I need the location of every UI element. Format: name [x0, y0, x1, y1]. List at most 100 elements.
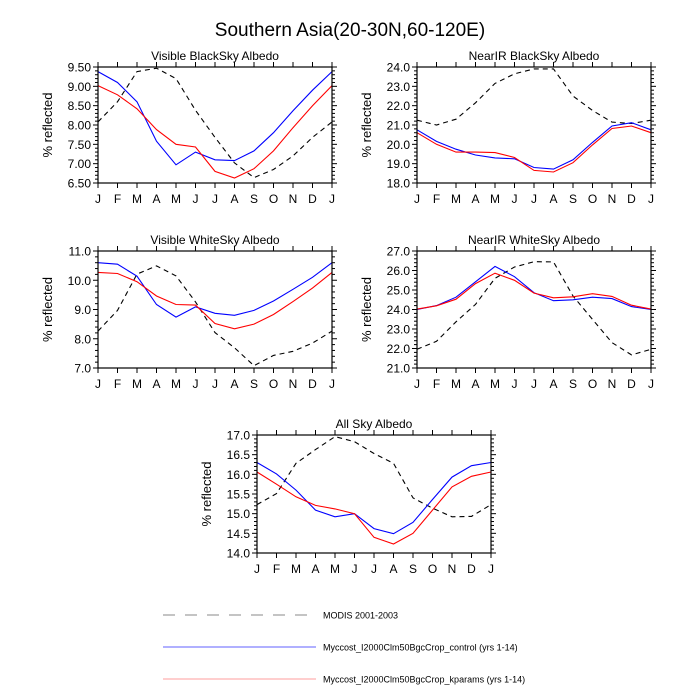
y-axis-label: % reflected	[359, 92, 374, 157]
y-axis-label: % reflected	[40, 277, 55, 342]
legend: MODIS 2001-2003 Myccost_I2000Clm50BgcCrop…	[163, 611, 525, 685]
x-tick-label: A	[152, 377, 160, 391]
y-tick-label: 15.5	[227, 488, 251, 502]
y-tick-label: 23.0	[387, 323, 411, 337]
panel-2: NearIR BlackSky Albedo % reflected 18.0 19.…	[359, 49, 656, 206]
x-tick-label: A	[311, 562, 319, 576]
y-axis-label: % reflected	[359, 277, 374, 342]
y-tick-label: 14.5	[227, 527, 251, 541]
x-tick-label: F	[273, 562, 280, 576]
x-tick-label: O	[269, 377, 278, 391]
y-tick-label: 27.0	[387, 245, 411, 259]
y-tick-label: 11.0	[69, 245, 92, 259]
x-tick-label: J	[193, 192, 199, 206]
legend-label: Myccost_I2000Clm50BgcCrop_control (yrs 1…	[323, 643, 518, 653]
x-tick-label: M	[132, 377, 142, 391]
x-tick-label: D	[467, 562, 476, 576]
x-tick-label: A	[471, 377, 479, 391]
x-tick-label: J	[352, 562, 358, 576]
y-tick-label: 19.0	[387, 157, 411, 171]
y-tick-label: 24.0	[387, 303, 411, 317]
x-tick-label: J	[95, 377, 101, 391]
y-tick-label: 24.0	[387, 61, 411, 75]
y-tick-label: 26.0	[387, 264, 411, 278]
panel-title: NearIR BlackSky Albedo	[469, 49, 600, 63]
y-tick-label: 8.0	[74, 332, 91, 346]
x-tick-label: M	[490, 377, 500, 391]
x-tick-label: O	[588, 192, 597, 206]
x-tick-label: J	[329, 192, 335, 206]
x-tick-label: M	[132, 192, 142, 206]
panel-4: NearIR WhiteSky Albedo % reflected 21.0 22.…	[359, 233, 656, 391]
x-tick-label: J	[531, 192, 537, 206]
y-tick-label: 23.0	[387, 80, 411, 94]
x-tick-label: J	[414, 192, 420, 206]
x-tick-label: D	[627, 377, 636, 391]
x-tick-label: D	[308, 192, 317, 206]
x-tick-label: F	[433, 377, 440, 391]
y-tick-label: 16.0	[227, 468, 251, 482]
x-tick-label: O	[428, 562, 437, 576]
x-tick-label: M	[451, 377, 461, 391]
series-line-kparams	[97, 271, 333, 330]
x-tick-label: N	[289, 377, 298, 391]
x-tick-label: M	[451, 192, 461, 206]
figure-title: Southern Asia(20-30N,60-120E)	[215, 20, 485, 41]
x-tick-label: N	[608, 377, 617, 391]
y-tick-label: 21.0	[387, 119, 411, 133]
y-tick-label: 7.00	[68, 157, 92, 171]
panel-5: All Sky Albedo % reflected 14.0 14.5 15.0 15.…	[199, 417, 496, 576]
series-line-modis	[97, 265, 333, 367]
series-line-kparams	[416, 272, 652, 310]
series-line-kparams	[97, 85, 333, 179]
x-tick-label: F	[433, 192, 440, 206]
x-tick-label: A	[389, 562, 397, 576]
y-tick-label: 20.0	[387, 138, 411, 152]
x-tick-label: J	[95, 192, 101, 206]
x-tick-label: J	[488, 562, 494, 576]
panel-1: Visible BlackSky Albedo % reflected 6.50 7.…	[40, 49, 337, 206]
y-tick-label: 7.0	[74, 362, 91, 376]
x-tick-label: S	[409, 562, 417, 576]
y-axis-label: % reflected	[40, 92, 55, 157]
x-tick-label: J	[371, 562, 377, 576]
x-tick-label: J	[254, 562, 260, 576]
x-tick-label: S	[569, 192, 577, 206]
series-line-modis	[97, 67, 333, 179]
x-tick-label: A	[549, 192, 557, 206]
series-line-control	[97, 262, 333, 318]
panel-title: Visible BlackSky Albedo	[151, 49, 279, 63]
y-tick-label: 9.00	[68, 80, 92, 94]
plot-frame	[97, 250, 333, 369]
x-tick-label: O	[588, 377, 597, 391]
legend-label: Myccost_I2000Clm50BgcCrop_kparams (yrs 1…	[323, 675, 525, 685]
series-line-modis	[256, 436, 492, 518]
x-tick-label: D	[627, 192, 636, 206]
y-tick-label: 15.0	[227, 507, 251, 521]
y-tick-label: 7.50	[68, 138, 92, 152]
x-tick-label: J	[512, 192, 518, 206]
series-line-control	[416, 265, 652, 311]
x-tick-label: A	[152, 192, 160, 206]
x-tick-label: F	[114, 192, 121, 206]
y-tick-label: 8.50	[68, 99, 92, 113]
panel-title: All Sky Albedo	[336, 417, 413, 431]
series-line-control	[256, 461, 492, 535]
series-line-kparams	[256, 471, 492, 545]
panel-title: Visible WhiteSky Albedo	[150, 233, 280, 247]
x-tick-label: A	[230, 192, 238, 206]
x-tick-label: S	[569, 377, 577, 391]
x-tick-label: J	[531, 377, 537, 391]
plot-frame	[416, 66, 652, 184]
x-tick-label: J	[648, 192, 654, 206]
x-tick-label: J	[212, 192, 218, 206]
y-tick-label: 22.0	[387, 342, 411, 356]
x-tick-label: J	[212, 377, 218, 391]
x-tick-label: J	[414, 377, 420, 391]
y-tick-label: 17.0	[227, 429, 251, 443]
x-tick-label: N	[448, 562, 457, 576]
y-tick-label: 21.0	[387, 362, 411, 376]
x-tick-label: D	[308, 377, 317, 391]
